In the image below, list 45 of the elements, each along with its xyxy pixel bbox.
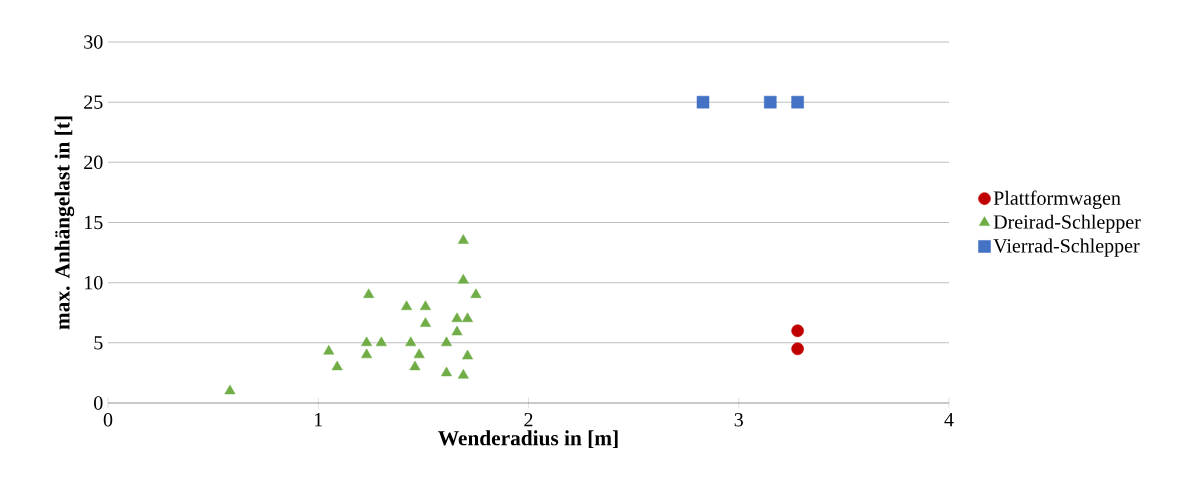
point bbox=[764, 95, 777, 109]
point bbox=[363, 288, 375, 298]
point bbox=[457, 234, 469, 244]
point bbox=[441, 336, 452, 347]
point bbox=[409, 360, 421, 371]
point bbox=[451, 312, 463, 323]
y-tick-label: 5 bbox=[94, 336, 103, 350]
point bbox=[462, 349, 473, 360]
point bbox=[420, 317, 431, 327]
point bbox=[470, 288, 482, 298]
legend-label: Dreirad-Schlepper bbox=[993, 214, 1141, 233]
legend-label: Vierrad-Schlepper bbox=[993, 238, 1140, 257]
point bbox=[401, 300, 413, 311]
legend-label: Plattformwagen bbox=[993, 190, 1121, 209]
point bbox=[224, 384, 236, 395]
point bbox=[441, 366, 452, 377]
point bbox=[791, 342, 804, 356]
x-tick-label: 3 bbox=[734, 413, 743, 427]
point bbox=[413, 348, 425, 359]
x-axis-title: Wenderadius in [m] bbox=[438, 430, 618, 449]
point bbox=[457, 369, 469, 379]
x-tick-label: 0 bbox=[103, 413, 113, 427]
point bbox=[405, 336, 417, 347]
y-tick-label: 15 bbox=[85, 215, 103, 230]
y-tick-label: 0 bbox=[94, 396, 103, 410]
y-tick-label: 30 bbox=[84, 35, 103, 49]
point bbox=[462, 312, 473, 323]
y-tick-label: 20 bbox=[84, 155, 103, 170]
point bbox=[323, 344, 335, 355]
y-tick-label: 10 bbox=[85, 275, 103, 290]
point bbox=[451, 325, 463, 336]
point bbox=[457, 273, 469, 284]
x-tick-label: 1 bbox=[315, 413, 323, 427]
point bbox=[791, 324, 804, 338]
point bbox=[420, 300, 431, 311]
point bbox=[791, 95, 804, 109]
x-tick-label: 2 bbox=[524, 413, 533, 427]
point bbox=[361, 336, 373, 347]
point bbox=[375, 336, 387, 347]
y-axis-title: max. Anhängelast in [t] bbox=[54, 116, 75, 330]
point bbox=[361, 348, 373, 359]
y-tick-label: 25 bbox=[84, 95, 103, 109]
point bbox=[696, 95, 710, 109]
point bbox=[331, 360, 343, 371]
x-tick-label: 4 bbox=[944, 413, 954, 427]
